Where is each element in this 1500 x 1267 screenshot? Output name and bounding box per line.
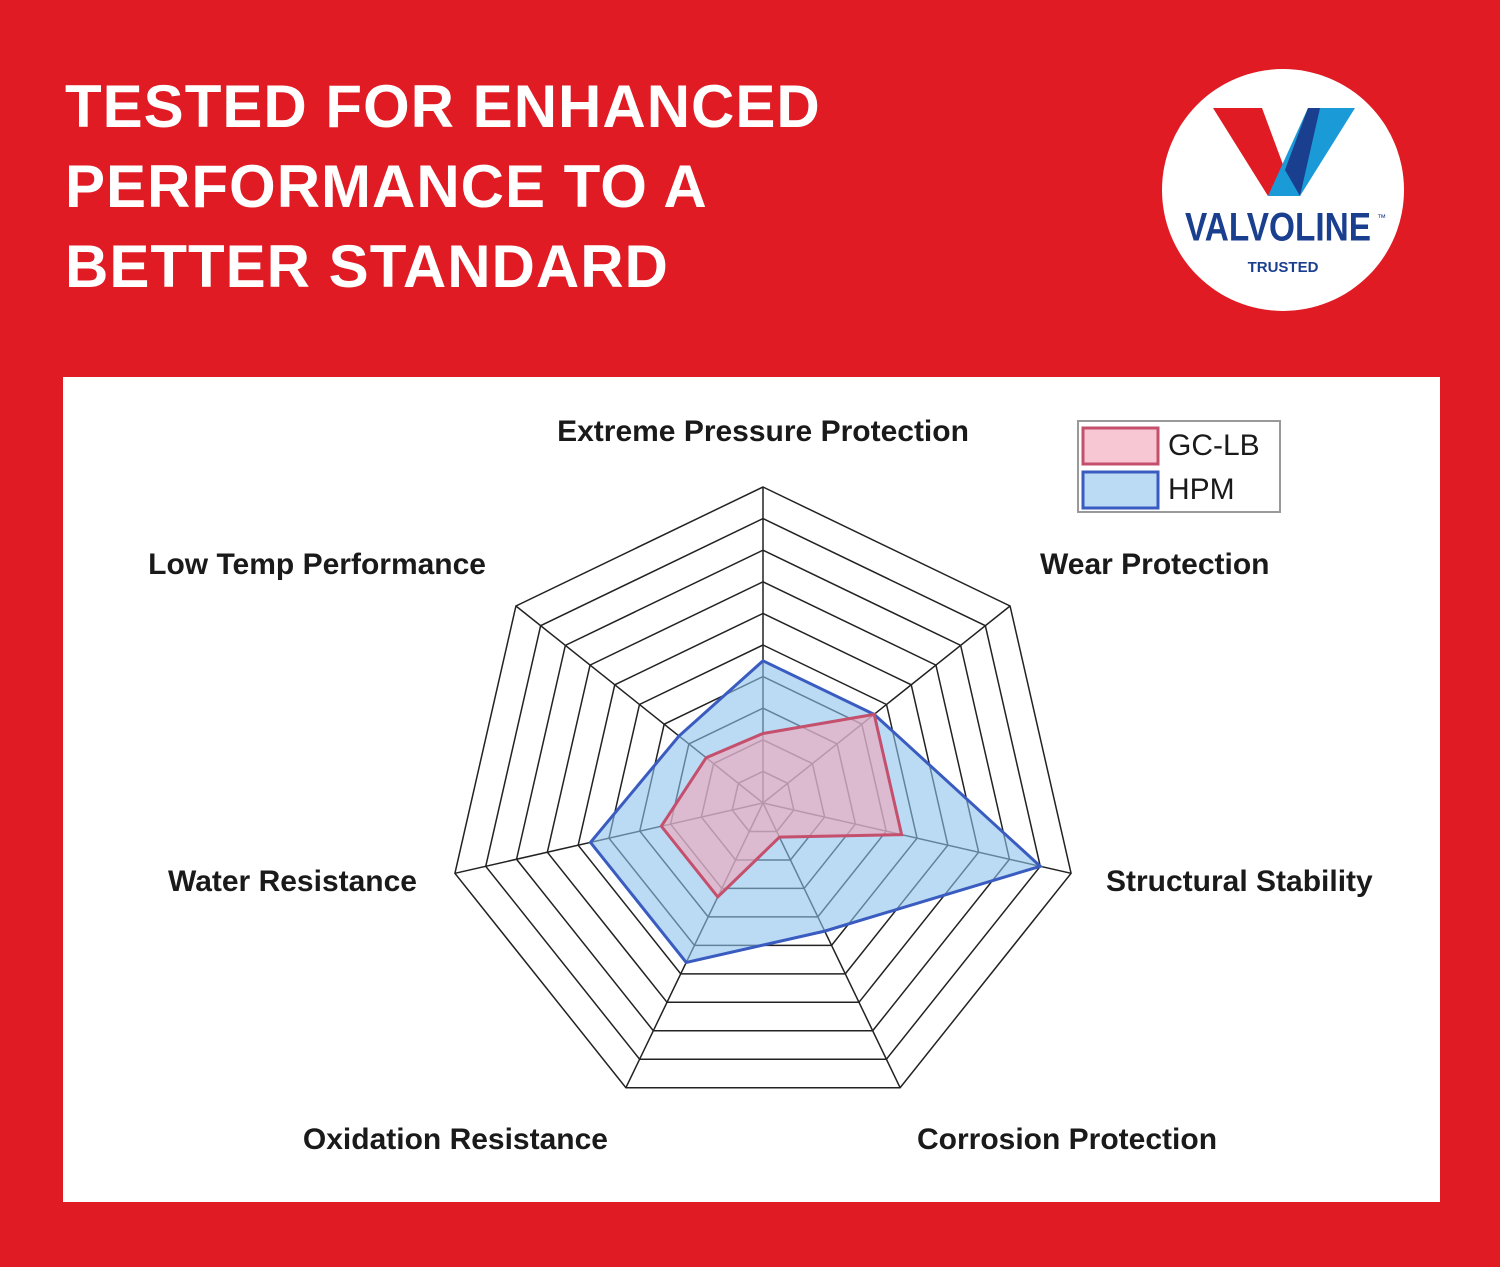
grid-ring [546,580,980,1004]
axis-label: Oxidation Resistance [303,1123,608,1156]
radar: Extreme Pressure Protection Wear Protecti… [148,415,1373,1156]
logo-tagline: TRUSTED [1248,259,1319,276]
grid-ring [454,486,1072,1089]
logo-tm: ™ [1377,212,1386,222]
grid-ring [515,549,1011,1032]
title-line: PERFORMANCE TO A [65,153,708,220]
logo: VALVOLINE ™ TRUSTED [1162,69,1404,311]
axis-label: Wear Protection [1040,548,1270,581]
axis-label: Corrosion Protection [917,1123,1217,1156]
logo-v-left [1213,108,1285,196]
legend-label: GC-LB [1168,429,1260,462]
series-area [659,712,904,900]
legend-swatch [1081,470,1160,510]
legend-swatch [1081,426,1160,466]
axis-label: Water Resistance [168,865,417,898]
axis-label: Structural Stability [1106,865,1373,898]
logo-brand: VALVOLINE [1185,206,1371,250]
title-line: BETTER STANDARD [65,233,669,300]
grid-ring [484,517,1042,1060]
legend-label: HPM [1168,473,1235,506]
grid-ring [577,612,949,975]
title-line: TESTED FOR ENHANCED [65,73,821,140]
legend: GC-LB HPM [1077,420,1281,513]
axis-label: Extreme Pressure Protection [557,415,969,448]
axis-label: Low Temp Performance [148,548,486,581]
logo-v-shade [1285,108,1320,196]
